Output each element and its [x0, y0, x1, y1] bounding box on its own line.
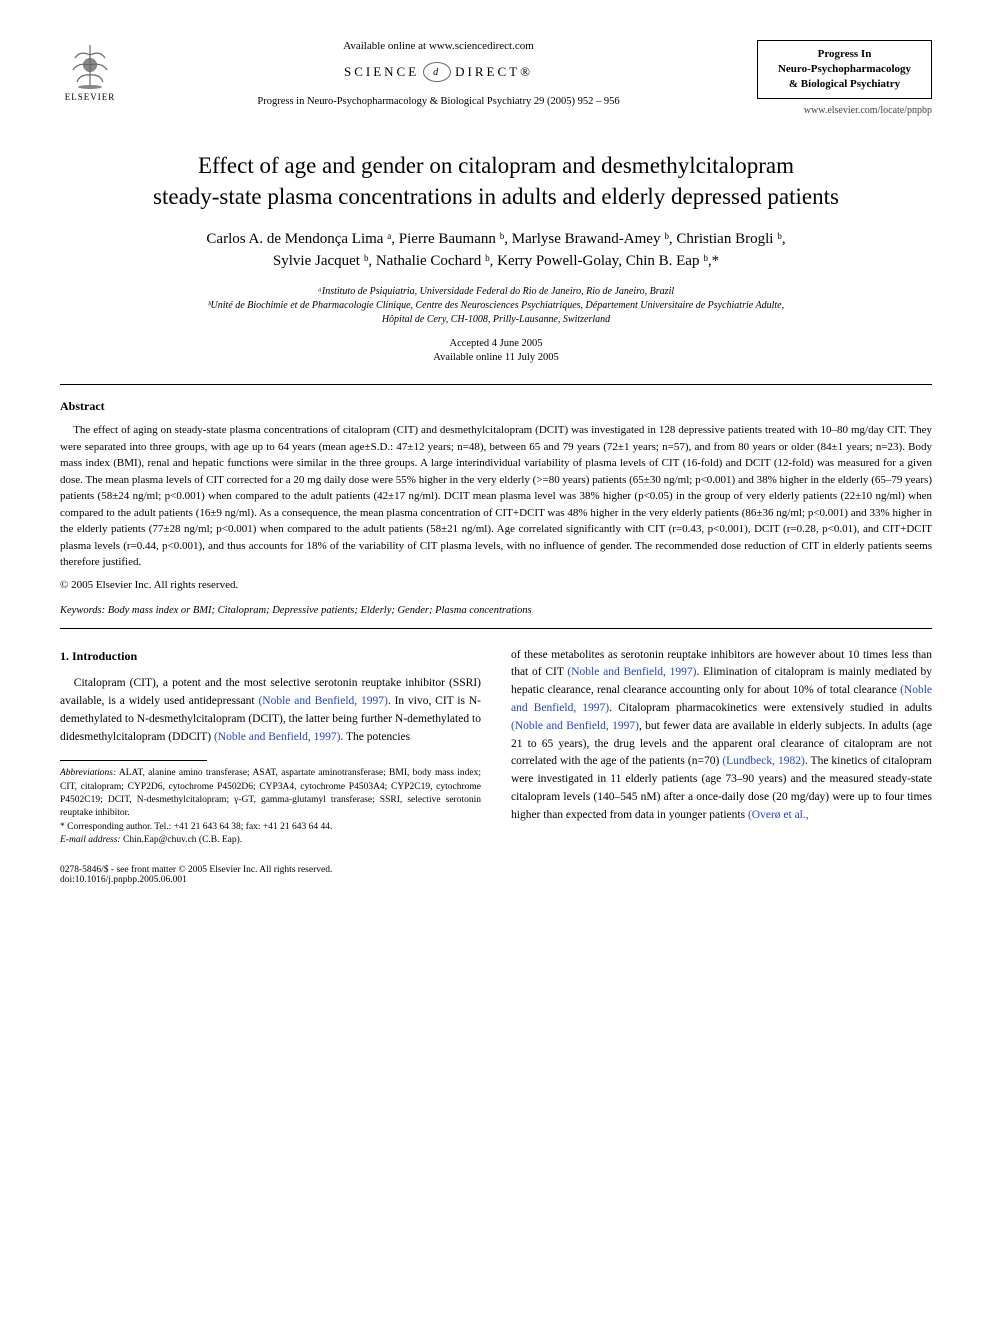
email-footnote: E-mail address: Chin.Eap@chuv.ch (C.B. E…	[60, 834, 481, 847]
keywords-label: Keywords:	[60, 605, 105, 616]
authors: Carlos A. de Mendonça Lima ᵃ, Pierre Bau…	[60, 228, 932, 273]
email-value: Chin.Eap@chuv.ch (C.B. Eap).	[121, 835, 243, 845]
footer-issn: 0278-5846/$ - see front matter © 2005 El…	[60, 865, 332, 875]
journal-box-line1: Progress In	[768, 47, 921, 62]
affiliations: ᵃInstituto de Psiquiatria, Universidade …	[60, 285, 932, 327]
citation-link[interactable]: (Noble and Benfield, 1997)	[567, 666, 696, 678]
column-left: 1. Introduction Citalopram (CIT), a pote…	[60, 647, 481, 848]
sciencedirect-logo: SCIENCE d DIRECT®	[120, 62, 757, 82]
available-online-text: Available online at www.sciencedirect.co…	[120, 40, 757, 52]
divider-rule	[60, 384, 932, 385]
journal-box-line3: & Biological Psychiatry	[768, 77, 921, 92]
header-center: Available online at www.sciencedirect.co…	[120, 40, 757, 107]
intro-paragraph-right: of these metabolites as serotonin reupta…	[511, 647, 932, 825]
affiliation-a: ᵃInstituto de Psiquiatria, Universidade …	[60, 285, 932, 299]
footer-doi: doi:10.1016/j.pnpbp.2005.06.001	[60, 875, 332, 885]
journal-box-line2: Neuro-Psychopharmacology	[768, 62, 921, 77]
authors-line1: Carlos A. de Mendonça Lima ᵃ, Pierre Bau…	[206, 231, 785, 247]
page-header: ELSEVIER Available online at www.science…	[60, 40, 932, 116]
page-footer: 0278-5846/$ - see front matter © 2005 El…	[60, 865, 932, 885]
keywords-text: Body mass index or BMI; Citalopram; Depr…	[105, 605, 532, 616]
citation-link[interactable]: (Lundbeck, 1982)	[722, 755, 805, 767]
footnote-rule	[60, 760, 207, 761]
elsevier-logo: ELSEVIER	[60, 40, 120, 110]
affiliation-b2: Hôpital de Cery, CH-1008, Prilly-Lausann…	[60, 313, 932, 327]
title-line2: steady-state plasma concentrations in ad…	[153, 184, 839, 209]
footnotes: Abbreviations: ALAT, alanine amino trans…	[60, 767, 481, 847]
available-online-date: Available online 11 July 2005	[60, 351, 932, 366]
citation-link[interactable]: (Noble and Benfield, 1997)	[258, 695, 387, 707]
article-dates: Accepted 4 June 2005 Available online 11…	[60, 337, 932, 366]
authors-line2: Sylvie Jacquet ᵇ, Nathalie Cochard ᵇ, Ke…	[273, 253, 719, 269]
keywords: Keywords: Body mass index or BMI; Citalo…	[60, 605, 932, 616]
journal-cover-box: Progress In Neuro-Psychopharmacology & B…	[757, 40, 932, 99]
affiliation-b: ᵇUnité de Biochimie et de Pharmacologie …	[60, 299, 932, 313]
accepted-date: Accepted 4 June 2005	[60, 337, 932, 352]
citation-link[interactable]: (Overø et al.,	[748, 809, 809, 821]
corresponding-author: * Corresponding author. Tel.: +41 21 643…	[60, 821, 481, 834]
locate-url: www.elsevier.com/locate/pnpbp	[757, 105, 932, 116]
divider-rule-2	[60, 628, 932, 629]
elsevier-wordmark: ELSEVIER	[65, 92, 116, 102]
elsevier-tree-icon	[65, 40, 115, 90]
intro-paragraph-left: Citalopram (CIT), a potent and the most …	[60, 675, 481, 746]
sciencedirect-right: DIRECT®	[455, 64, 533, 80]
abbreviations-footnote: Abbreviations: ALAT, alanine amino trans…	[60, 767, 481, 820]
sciencedirect-left: SCIENCE	[344, 64, 419, 80]
title-line1: Effect of age and gender on citalopram a…	[198, 153, 794, 178]
abstract-heading: Abstract	[60, 399, 932, 414]
footer-left: 0278-5846/$ - see front matter © 2005 El…	[60, 865, 332, 885]
citation-link[interactable]: (Noble and Benfield, 1997)	[214, 731, 340, 743]
citation-link[interactable]: (Noble and Benfield, 1997)	[511, 720, 639, 732]
abbrev-text: ALAT, alanine amino transferase; ASAT, a…	[60, 768, 481, 818]
sciencedirect-d-icon: d	[423, 62, 451, 82]
copyright-line: © 2005 Elsevier Inc. All rights reserved…	[60, 579, 932, 591]
email-label: E-mail address:	[60, 835, 121, 845]
abbrev-label: Abbreviations:	[60, 768, 116, 778]
intro-text-c: . The potencies	[340, 731, 410, 743]
intro-heading: 1. Introduction	[60, 647, 481, 666]
abstract-body: The effect of aging on steady-state plas…	[60, 422, 932, 571]
journal-cover-box-wrap: Progress In Neuro-Psychopharmacology & B…	[757, 40, 932, 116]
intro-text-r-c: . Citalopram pharmacokinetics were exten…	[609, 702, 932, 714]
journal-reference: Progress in Neuro-Psychopharmacology & B…	[120, 96, 757, 107]
article-title: Effect of age and gender on citalopram a…	[60, 150, 932, 212]
body-columns: 1. Introduction Citalopram (CIT), a pote…	[60, 647, 932, 848]
column-right: of these metabolites as serotonin reupta…	[511, 647, 932, 848]
